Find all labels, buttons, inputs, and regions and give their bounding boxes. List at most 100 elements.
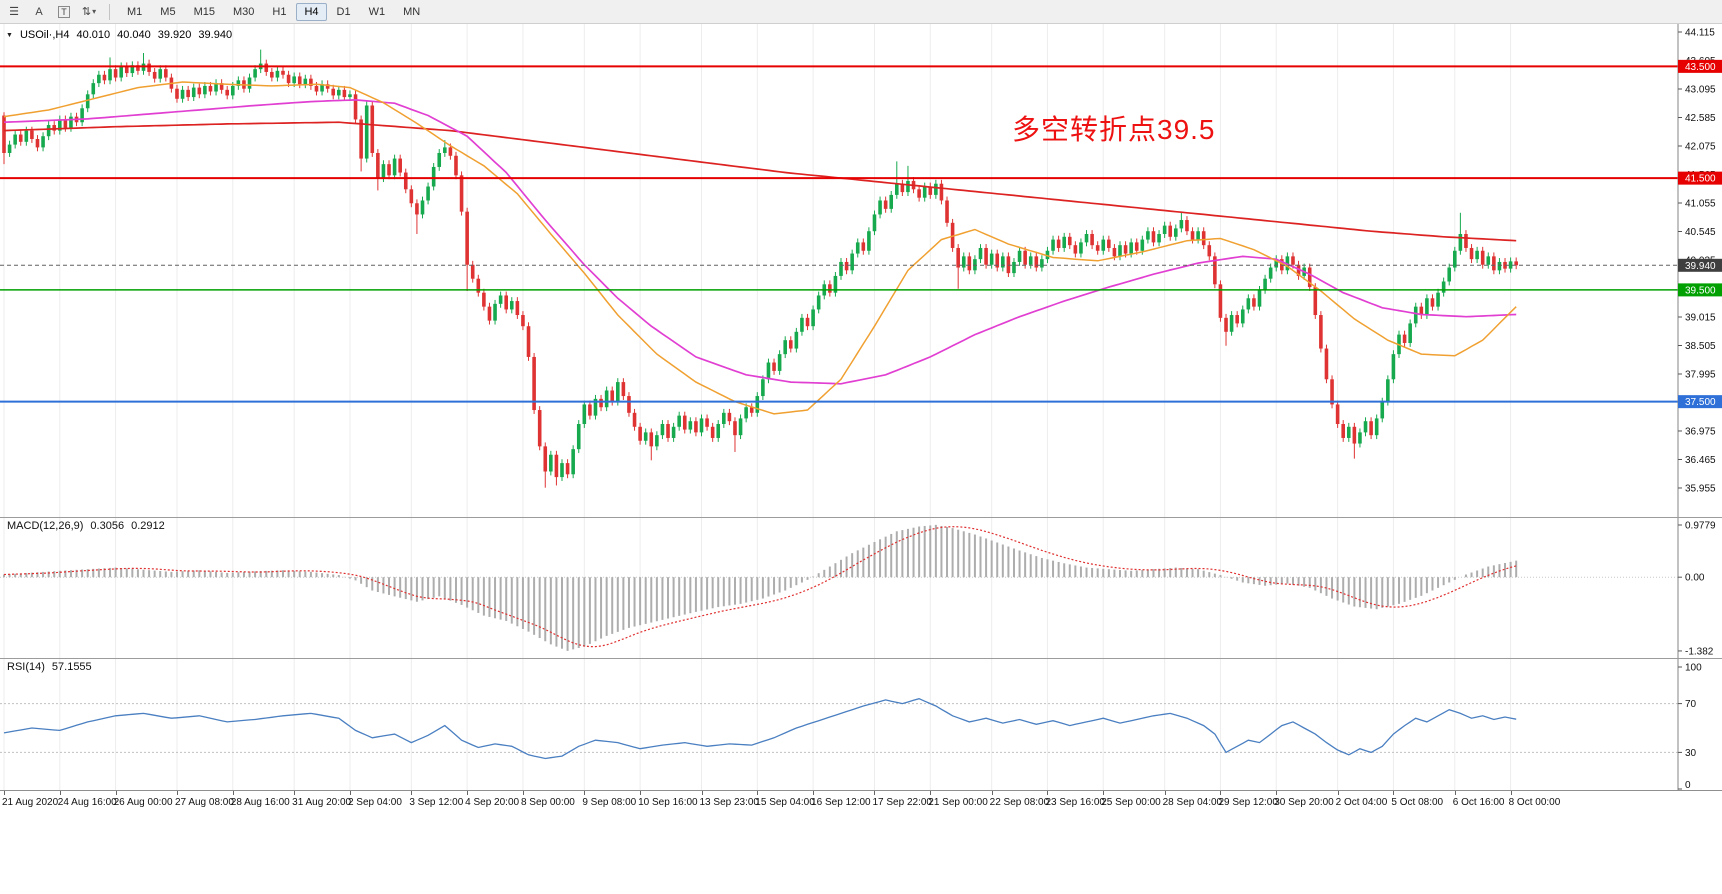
time-label: 22 Sep 08:00 — [989, 797, 1050, 808]
timeframe-button-H4[interactable]: H4 — [296, 2, 327, 21]
time-label: 17 Sep 22:00 — [872, 797, 932, 808]
candle-body — [1045, 250, 1050, 260]
candle-body — [1453, 250, 1457, 268]
candle-body — [744, 407, 748, 419]
candle-body — [1291, 256, 1295, 265]
main-chart-panel[interactable]: 35.95536.46536.97537.48537.99538.50539.0… — [0, 24, 1722, 517]
text-box-icon[interactable]: T — [53, 3, 75, 21]
candle-body — [320, 84, 324, 92]
timeframe-button-M30[interactable]: M30 — [232, 5, 255, 18]
timeframe-button-M5[interactable]: M5 — [160, 5, 176, 18]
timeframe-button-H1[interactable]: H1 — [272, 5, 287, 18]
candle-body — [97, 74, 101, 84]
candle-body — [1274, 259, 1279, 268]
ohlc-low: 39.920 — [157, 29, 192, 41]
candle-body — [738, 418, 743, 436]
candle-body — [811, 309, 815, 327]
candle-body — [230, 85, 235, 96]
timeframe-button-M1[interactable]: M1 — [127, 5, 143, 18]
candle-body — [387, 164, 391, 176]
macd-name: MACD(12,26,9) — [7, 520, 84, 532]
candle-body — [403, 172, 408, 190]
price-tick-label: 36.465 — [1685, 455, 1716, 466]
time-tick — [757, 791, 759, 795]
time-tick — [4, 791, 5, 795]
candle-body — [1246, 298, 1251, 310]
candle-body — [24, 130, 29, 142]
price-tag-39.500 — [1678, 283, 1722, 297]
time-tick — [1164, 791, 1166, 795]
candle-body — [1436, 292, 1440, 307]
time-tick — [1337, 791, 1339, 795]
text-annotation-icon[interactable]: A — [35, 5, 43, 18]
candle-body — [108, 69, 112, 81]
price-tag-label: 43.500 — [1685, 62, 1716, 73]
macd-panel[interactable]: 0.9779 0.00 -1.382 — [0, 517, 1722, 658]
rsi-panel[interactable]: 100 70 30 0 — [0, 658, 1722, 790]
timeframe-button-MN[interactable]: MN — [403, 5, 421, 18]
time-label: 8 Sep 00:00 — [520, 797, 575, 808]
candle-body — [1056, 239, 1061, 248]
candle-body — [749, 407, 754, 413]
time-tick — [1103, 791, 1105, 795]
candle-body — [1028, 256, 1033, 265]
time-tick — [115, 791, 117, 795]
macd-value-1: 0.3056 — [90, 520, 125, 532]
candle-body — [1374, 418, 1379, 436]
candle-body — [521, 315, 525, 327]
candle-body — [699, 418, 704, 433]
candle-body — [470, 264, 475, 279]
symbol-dropdown-button[interactable]: ▼ — [6, 31, 13, 39]
timeframe-button-M15[interactable]: M15 — [193, 5, 215, 18]
time-tick — [930, 791, 932, 795]
price-tag-label: 39.940 — [1685, 261, 1716, 272]
rsi-value: 57.1555 — [51, 661, 92, 673]
candle-body — [922, 186, 927, 198]
candle-body — [928, 186, 933, 195]
time-label: 25 Sep 00:00 — [1101, 797, 1161, 808]
time-label: 9 Sep 08:00 — [582, 797, 637, 808]
rsi-tick-label: 100 — [1685, 663, 1702, 674]
main-chart-canvas[interactable]: 35.95536.46536.97537.48537.99538.50539.0… — [0, 24, 1722, 517]
candle-body — [1430, 298, 1435, 307]
time-axis[interactable]: 21 Aug 2020 24 Aug 16:00 26 Aug 00:00 27 Au… — [0, 790, 1722, 894]
macd-canvas[interactable]: 0.9779 0.00 -1.382 — [0, 518, 1722, 658]
candle-body — [883, 200, 888, 209]
time-label: 30 Sep 20:00 — [1274, 797, 1334, 808]
candle-body — [783, 340, 787, 355]
timeframe-button-W1[interactable]: W1 — [368, 5, 386, 18]
time-tick — [584, 791, 586, 795]
candle-body — [839, 261, 843, 276]
candle-body — [961, 256, 966, 268]
candle-body — [1480, 250, 1485, 265]
candle-body — [537, 410, 542, 447]
rsi-canvas[interactable]: 100 70 30 0 — [0, 659, 1722, 790]
line-tools-dropdown[interactable]: ⇅ ▾ — [78, 3, 100, 21]
timeframe-button-D1[interactable]: D1 — [336, 5, 351, 18]
candle-body — [1447, 267, 1452, 282]
candle-body — [1235, 315, 1239, 324]
candle-body — [560, 463, 564, 478]
time-label: 27 Aug 08:00 — [174, 797, 234, 808]
candle-body — [91, 83, 96, 95]
candle-body — [1307, 267, 1312, 288]
macd-value-2: 0.2912 — [131, 520, 165, 532]
candle-body — [554, 454, 559, 478]
macd-tick-label: -1.382 — [1685, 646, 1714, 657]
macd-tick-label: 0.00 — [1685, 573, 1705, 584]
time-label: 13 Sep 23:00 — [699, 797, 760, 808]
candle-body — [1224, 317, 1228, 332]
candle-body — [2, 115, 6, 153]
candle-body — [934, 183, 938, 195]
time-label: 21 Sep 00:00 — [928, 797, 988, 808]
price-scale-bg[interactable] — [1678, 659, 1722, 790]
time-label: 26 Aug 00:00 — [113, 797, 173, 808]
candle-body — [1079, 242, 1083, 254]
charts-menu-icon[interactable]: ☰ — [9, 6, 19, 18]
timeframe-group: M1 M5 M15 M30 H1 H4 D1 W1 MN — [119, 2, 428, 21]
candle-body — [102, 74, 107, 81]
symbol-label: USOil·,H4 — [19, 29, 70, 41]
candle-body — [225, 89, 229, 96]
candle-body — [727, 412, 732, 422]
price-scale-bg[interactable] — [1678, 518, 1722, 658]
